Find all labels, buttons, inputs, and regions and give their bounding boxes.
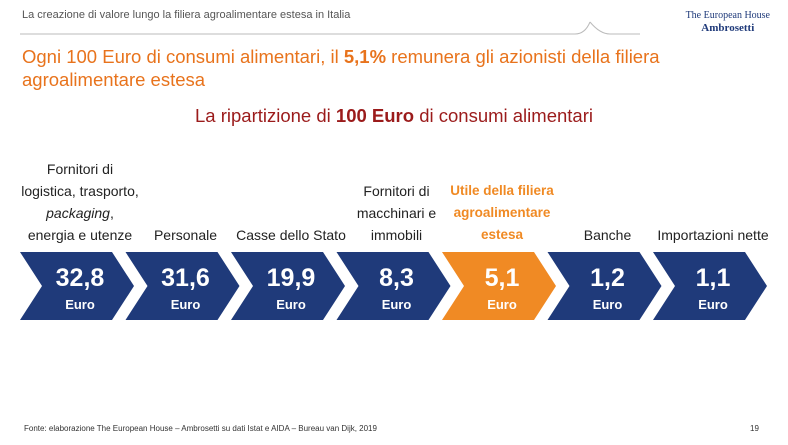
chevron	[231, 252, 345, 320]
label-part: Fornitori di macchinari e immobili	[356, 183, 437, 243]
step-value: 31,6	[161, 264, 210, 292]
subtitle-text: di consumi alimentari	[414, 105, 593, 126]
step-label-text: Fornitori di logistica, trasporto, packa…	[21, 158, 139, 246]
title-text: Ogni 100 Euro di consumi alimentari, il	[22, 46, 344, 67]
step-unit: Euro	[171, 297, 201, 312]
chevron	[547, 252, 662, 320]
step-label: Fornitori di macchinari e immobili	[338, 138, 456, 246]
step-label: Personale	[127, 138, 245, 246]
step-label-text: Fornitori di macchinari e immobili	[338, 180, 456, 246]
chevrons: 32,8 Euro 31,6 Euro 19,9 Euro 8,3 Euro 5,1 Euro 1,…	[20, 252, 767, 320]
chevron	[442, 252, 556, 320]
label-part: Banche	[583, 227, 632, 243]
step-label: Importazioni nette	[654, 138, 772, 246]
step-value: 1,2	[590, 264, 625, 292]
label-part: packaging	[46, 205, 110, 221]
subtitle: La ripartizione di 100 Euro di consumi a…	[0, 105, 788, 127]
title-bold: 5,1%	[343, 46, 387, 67]
step-value: 32,8	[56, 264, 105, 292]
step-label-text: Utile della filiera agroalimentare estes…	[443, 180, 561, 246]
chevron	[336, 252, 451, 320]
label-part: Utile della filiera agroalimentare estes…	[450, 183, 554, 242]
logo: The European House Ambrosetti	[686, 10, 770, 35]
subtitle-text: La ripartizione di	[195, 105, 336, 126]
step-label: Banche	[549, 138, 667, 246]
step-value: 8,3	[379, 264, 414, 292]
step-value: 5,1	[485, 264, 520, 292]
step-unit: Euro	[276, 297, 306, 312]
step-unit: Euro	[593, 297, 623, 312]
step-unit: Euro	[698, 297, 728, 312]
step-label-text: Casse dello Stato	[236, 224, 346, 246]
logo-text: The European House	[685, 10, 770, 21]
label-part: Fornitori di logistica, trasporto,	[21, 161, 139, 199]
chevron	[125, 252, 240, 320]
header-rule	[589, 21, 640, 35]
title-text: remunera gli azionisti della filiera agr…	[22, 46, 660, 90]
step-label-text: Personale	[154, 224, 217, 246]
chevron	[653, 252, 767, 320]
logo-text: Ambrosetti	[701, 22, 755, 34]
step-label-text: Importazioni nette	[657, 224, 768, 246]
step-label: Fornitori di logistica, trasporto, packa…	[21, 138, 139, 246]
title: Ogni 100 Euro di consumi alimentari, il …	[22, 45, 762, 91]
step-label: Utile della filiera agroalimentare estes…	[443, 138, 561, 246]
label-part: Personale	[153, 227, 218, 243]
step-label: Casse dello Stato	[232, 138, 350, 246]
header-rule	[20, 21, 591, 35]
label-part: , energia e utenze	[27, 205, 133, 243]
subtitle-bold: 100 Euro	[335, 105, 415, 126]
source: Fonte: elaborazione The European House –…	[24, 424, 377, 433]
chevron	[20, 252, 134, 320]
step-unit: Euro	[65, 297, 95, 312]
page-number: 19	[750, 424, 759, 433]
step-label-text: Banche	[584, 224, 631, 246]
step-unit: Euro	[382, 297, 412, 312]
label-part: Importazioni nette	[657, 227, 769, 243]
step-unit: Euro	[487, 297, 517, 312]
step-value: 19,9	[267, 264, 316, 292]
label-part: Casse dello Stato	[236, 227, 346, 243]
step-value: 1,1	[696, 264, 731, 292]
section-title: La creazione di valore lungo la filiera …	[22, 9, 351, 21]
